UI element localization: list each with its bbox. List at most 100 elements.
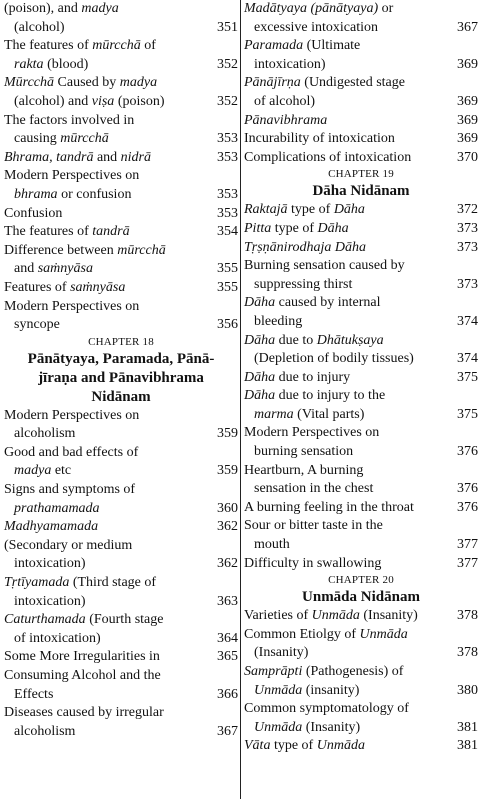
- toc-entry-title: Confusion: [4, 205, 63, 221]
- toc-entry-title: Pānavibhrama: [244, 112, 328, 128]
- toc-entry[interactable]: Confusion 353: [4, 205, 238, 224]
- toc-entry[interactable]: Tṛtīyamada (Third stage of intoxication) 3…: [4, 574, 238, 611]
- toc-page-number: 360: [217, 500, 238, 516]
- toc-entry-title: Bhrama, tandrā and nidrā: [4, 149, 152, 165]
- toc-entry-title: Dāha due to injury to the marma (Vital pa…: [244, 388, 386, 422]
- toc-entry-title: Vāta type of Unmāda: [244, 738, 365, 754]
- toc-page-number: 378: [457, 608, 478, 624]
- toc-entry-title: Sour or bitter taste in the mouth: [244, 518, 383, 553]
- toc-page-number: 366: [217, 686, 238, 702]
- toc-entry[interactable]: Some More Irregularities in 365: [4, 648, 238, 667]
- toc-entry-title: Samprāpti (Pathogenesis) of Unmāda (insan…: [244, 664, 404, 698]
- toc-page-number: 367: [217, 723, 238, 739]
- toc-entry[interactable]: Incurability of intoxication 369: [244, 130, 478, 149]
- toc-entry[interactable]: Diseases caused by irregular alcoholism 36…: [4, 704, 238, 741]
- toc-page-number: 374: [457, 313, 478, 329]
- toc-entry[interactable]: Pānavibhrama 369: [244, 112, 478, 131]
- toc-entry[interactable]: Madhyamamada 362: [4, 518, 238, 537]
- toc-entry[interactable]: Dāha due to injury to the marma (Vital pa…: [244, 387, 478, 424]
- toc-entry-title: Complications of intoxication: [244, 149, 412, 165]
- toc-page-number: 377: [457, 537, 478, 553]
- chapter-heading: CHAPTER 18 Pānātyaya, Paramada, Pānā-jīra…: [4, 335, 238, 407]
- toc-entry[interactable]: The features of mūrcchā of rakta (blood) 3…: [4, 37, 238, 74]
- toc-page-number: 367: [457, 19, 478, 35]
- chapter-number: CHAPTER 19: [328, 168, 394, 181]
- toc-page-number: 377: [457, 555, 478, 571]
- toc-entry-title: (Secondary or medium intoxication): [4, 537, 133, 572]
- toc-entry[interactable]: A burning feeling in the throat 376: [244, 499, 478, 518]
- toc-entry[interactable]: Pitta type of Dāha 373: [244, 220, 478, 239]
- toc-entry[interactable]: The features of tandrā 354: [4, 223, 238, 242]
- toc-entry[interactable]: Good and bad effects of madya etc 359: [4, 444, 238, 481]
- toc-entry-title: Consuming Alcohol and the Effects: [4, 668, 161, 702]
- toc-entry-title: Incurability of intoxication: [244, 131, 395, 147]
- toc-page-number: 369: [457, 56, 478, 72]
- toc-entry[interactable]: Common symptomatology of Unmāda (Insanity…: [244, 700, 478, 737]
- toc-entry[interactable]: Varieties of Unmāda (Insanity) 378: [244, 607, 478, 626]
- chapter-heading: CHAPTER 20 Unmāda Nidānam: [244, 573, 478, 607]
- toc-entry[interactable]: Difference between mūrcchā and saṁnyāsa 35…: [4, 242, 238, 279]
- toc-page-number: 378: [457, 645, 478, 661]
- toc-entry[interactable]: Vāta type of Unmāda 381: [244, 737, 478, 756]
- toc-entry-title: Modern Perspectives on bhrama or confusio…: [4, 168, 140, 202]
- toc-entry[interactable]: Tṛṣṇānirodhaja Dāha 373: [244, 239, 478, 258]
- toc-entry[interactable]: Samprāpti (Pathogenesis) of Unmāda (insan…: [244, 663, 478, 700]
- toc-entry[interactable]: Sour or bitter taste in the mouth 377: [244, 517, 478, 554]
- toc-page-number: 380: [457, 682, 478, 698]
- toc-page-number: 359: [217, 426, 238, 442]
- toc-entry-title: Dāha caused by internal bleeding: [244, 295, 381, 329]
- toc-entry[interactable]: Raktajā type of Dāha 372: [244, 201, 478, 220]
- toc-entry[interactable]: Pānājīrṇa (Undigested stage of alcohol) 36…: [244, 74, 478, 111]
- toc-entry-title: Modern Perspectives on syncope: [4, 298, 140, 333]
- toc-entry[interactable]: Features of saṁnyāsa 355: [4, 279, 238, 298]
- toc-entry[interactable]: Modern Perspectives on syncope 356: [4, 298, 238, 335]
- toc-left-column: (poison), and madya (alcohol) 351 The featu…: [4, 0, 238, 799]
- toc-entry[interactable]: Dāha due to Dhātukṣaya (Depletion of bodi…: [244, 332, 478, 369]
- toc-entry[interactable]: Modern Perspectives on burning sensation 3…: [244, 424, 478, 461]
- toc-entry[interactable]: Burning sensation caused by suppressing t…: [244, 257, 478, 294]
- toc-entry[interactable]: Paramada (Ultimate intoxication) 369: [244, 37, 478, 74]
- toc-entry-title: Common symptomatology of Unmāda (Insanity…: [244, 701, 409, 735]
- toc-page-number: 352: [217, 56, 238, 72]
- chapter-number: CHAPTER 20: [328, 574, 394, 587]
- toc-page-number: 381: [457, 738, 478, 754]
- toc-entry[interactable]: Dāha caused by internal bleeding 374: [244, 294, 478, 331]
- toc-entry[interactable]: (Secondary or medium intoxication) 362: [4, 537, 238, 574]
- toc-page-number: 372: [457, 202, 478, 218]
- toc-page-number: 355: [217, 261, 238, 277]
- toc-entry-title: Dāha due to injury: [244, 369, 351, 385]
- toc-entry-title: Modern Perspectives on burning sensation: [244, 425, 380, 460]
- toc-entry-title: Pānājīrṇa (Undigested stage of alcohol): [244, 75, 405, 109]
- toc-entry-title: Tṛṣṇānirodhaja Dāha: [244, 239, 367, 255]
- toc-entry-title: Pitta type of Dāha: [244, 220, 349, 236]
- toc-entry[interactable]: Bhrama, tandrā and nidrā 353: [4, 149, 238, 168]
- toc-page-number: 373: [457, 276, 478, 292]
- toc-entry[interactable]: Caturthamada (Fourth stage of intoxicatio…: [4, 611, 238, 648]
- toc-entry-title: Raktajā type of Dāha: [244, 202, 365, 218]
- toc-page-number: 353: [217, 131, 238, 147]
- toc-entry[interactable]: Signs and symptoms of prathamamada 360: [4, 481, 238, 518]
- toc-entry[interactable]: Difficulty in swallowing 377: [244, 555, 478, 574]
- toc-entry[interactable]: Mūrcchā Caused by madya (alcohol) and viṣ…: [4, 74, 238, 111]
- toc-entry[interactable]: (poison), and madya (alcohol) 351: [4, 0, 238, 37]
- toc-entry[interactable]: The factors involved in causing mūrcchā 35…: [4, 112, 238, 149]
- toc-page-number: 363: [217, 593, 238, 609]
- toc-entry[interactable]: Madātyaya (pānātyaya) or excessive intoxi…: [244, 0, 478, 37]
- toc-entry[interactable]: Common Etiolgy of Unmāda (Insanity) 378: [244, 626, 478, 663]
- toc-entry-title: The features of tandrā: [4, 224, 130, 240]
- toc-entry-title: Madhyamamada: [4, 519, 99, 535]
- toc-entry[interactable]: Consuming Alcohol and the Effects 366: [4, 667, 238, 704]
- toc-right-column: Madātyaya (pānātyaya) or excessive intoxi…: [244, 0, 478, 799]
- toc-entry[interactable]: Heartburn, A burning sensation in the che…: [244, 462, 478, 499]
- toc-entry[interactable]: Modern Perspectives on alcoholism 359: [4, 407, 238, 444]
- toc-entry-title: Heartburn, A burning sensation in the che…: [244, 462, 374, 497]
- toc-entry[interactable]: Modern Perspectives on bhrama or confusio…: [4, 167, 238, 204]
- toc-page-number: 381: [457, 719, 478, 735]
- chapter-title: Pānātyaya, Paramada, Pānā-jīraṇa and Pān…: [27, 350, 215, 405]
- toc-entry-title: A burning feeling in the throat: [244, 499, 414, 515]
- toc-page-number: 369: [457, 93, 478, 109]
- toc-entry-title: Dāha due to Dhātukṣaya (Depletion of bodi…: [244, 332, 414, 367]
- toc-page-number: 375: [457, 406, 478, 422]
- toc-entry[interactable]: Dāha due to injury 375: [244, 369, 478, 388]
- toc-entry[interactable]: Complications of intoxication 370: [244, 149, 478, 168]
